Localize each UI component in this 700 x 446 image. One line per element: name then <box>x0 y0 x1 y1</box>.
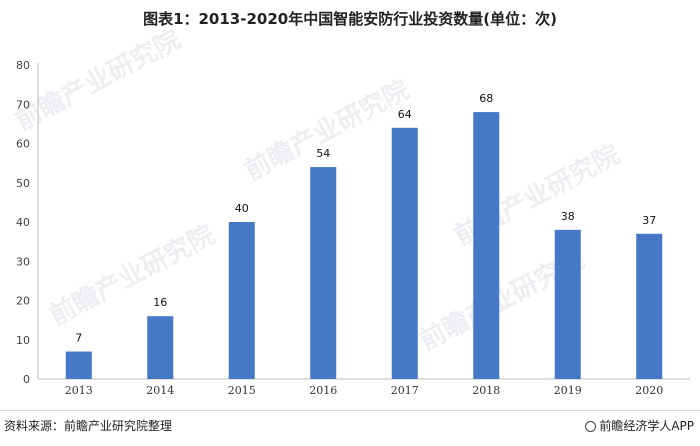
y-tick-label: 50 <box>16 177 30 190</box>
x-tick-label: 2020 <box>635 384 663 397</box>
bar <box>310 167 337 379</box>
data-label: 64 <box>398 108 412 121</box>
y-tick-label: 10 <box>16 334 30 347</box>
bar <box>147 316 174 379</box>
bar <box>228 222 255 379</box>
x-tick-label: 2018 <box>472 384 500 397</box>
x-tick-label: 2016 <box>309 384 337 397</box>
x-tick-label: 2014 <box>146 384 174 397</box>
data-label: 54 <box>316 147 330 160</box>
y-tick-label: 40 <box>16 216 30 229</box>
brand-label: 前瞻经济学人APP <box>585 417 694 434</box>
data-label: 16 <box>153 296 167 309</box>
brand-logo-icon <box>585 421 597 432</box>
x-tick-label: 2015 <box>228 384 256 397</box>
bar <box>473 112 500 379</box>
bar <box>65 351 92 379</box>
y-tick-label: 60 <box>16 138 30 151</box>
data-label: 38 <box>561 210 575 223</box>
x-tick-label: 2017 <box>391 384 419 397</box>
chart-title: 图表1：2013-2020年中国智能安防行业投资数量(单位：次) <box>143 10 557 28</box>
bar <box>391 127 418 379</box>
x-tick-label: 2013 <box>65 384 93 397</box>
y-tick-label: 20 <box>16 295 30 308</box>
y-tick-label: 0 <box>23 373 30 386</box>
data-label: 40 <box>235 202 249 215</box>
bar <box>636 233 663 379</box>
data-label: 37 <box>642 214 656 227</box>
y-tick-label: 70 <box>16 98 30 111</box>
y-tick-label: 80 <box>16 59 30 72</box>
x-tick-label: 2019 <box>554 384 582 397</box>
footer-divider <box>0 410 700 411</box>
brand-name: 前瞻经济学人APP <box>599 419 694 433</box>
bar <box>554 229 581 379</box>
data-label: 68 <box>479 92 493 105</box>
source-note: 资料来源：前瞻产业研究院整理 <box>4 419 173 433</box>
data-label: 7 <box>75 332 82 345</box>
y-tick-label: 30 <box>16 255 30 268</box>
